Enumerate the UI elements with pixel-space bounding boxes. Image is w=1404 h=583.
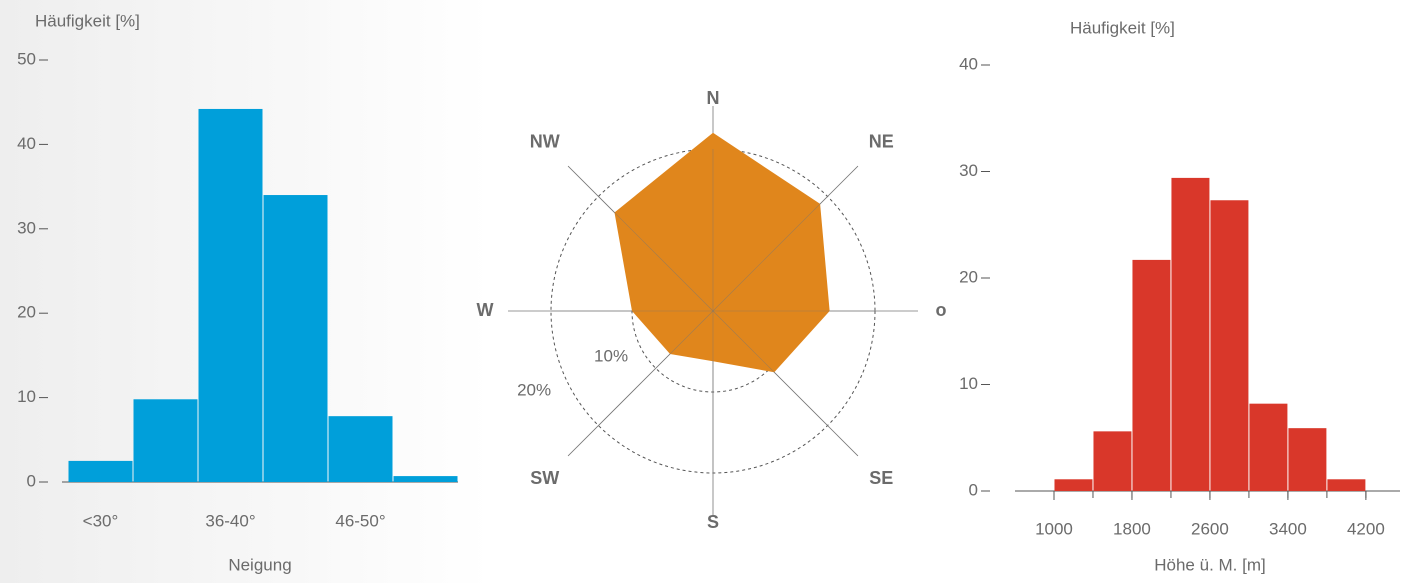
- x-tick-label: 1000: [1035, 519, 1073, 538]
- direction-label: SE: [869, 468, 893, 488]
- y-tick-label: 0: [27, 471, 36, 490]
- bar: [1327, 479, 1366, 491]
- direction-label: NW: [530, 131, 560, 151]
- direction-label: o: [936, 300, 947, 320]
- y-tick-label: 0: [969, 480, 978, 499]
- spoke-overlay: [712, 310, 828, 426]
- bar: [1093, 431, 1132, 491]
- bar: [133, 399, 198, 482]
- bar: [1132, 259, 1171, 491]
- direction-label: N: [707, 88, 720, 108]
- bar: [1210, 200, 1249, 491]
- x-tick-label: <30°: [83, 511, 119, 530]
- bar: [1288, 428, 1327, 491]
- bar: [68, 460, 133, 482]
- y-tick-label: 20: [17, 303, 36, 322]
- y-tick-label: 10: [17, 387, 36, 406]
- spoke-overlay: [712, 196, 828, 312]
- direction-label: W: [477, 300, 494, 320]
- bar: [1171, 177, 1210, 491]
- y-tick-label: 20: [959, 267, 978, 286]
- y-tick-label: 10: [959, 374, 978, 393]
- x-tick-label: 4200: [1347, 519, 1385, 538]
- y-axis-title: Häufigkeit [%]: [35, 11, 140, 30]
- spoke-overlay: [598, 196, 714, 312]
- x-tick-label: 36-40°: [205, 511, 255, 530]
- bar: [393, 476, 458, 482]
- y-tick-label: 40: [17, 134, 36, 153]
- x-tick-label: 2600: [1191, 519, 1229, 538]
- bar: [263, 195, 328, 483]
- bar: [198, 108, 263, 483]
- direction-label: NE: [869, 131, 894, 151]
- direction-label: SW: [530, 468, 559, 488]
- direction-label: S: [707, 512, 719, 532]
- y-tick-label: 30: [959, 161, 978, 180]
- y-axis-title: Häufigkeit [%]: [1070, 18, 1175, 37]
- bar: [328, 416, 393, 482]
- spoke-overlay: [598, 310, 714, 426]
- bar: [1249, 403, 1288, 491]
- x-tick-label: 1800: [1113, 519, 1151, 538]
- y-tick-label: 30: [17, 218, 36, 237]
- x-axis-title: Neigung: [228, 555, 291, 574]
- radar-area: [614, 132, 830, 373]
- y-tick-label: 50: [17, 49, 36, 68]
- bar: [1054, 479, 1093, 491]
- ring-label: 20%: [517, 381, 551, 400]
- x-tick-label: 3400: [1269, 519, 1307, 538]
- x-tick-label: 46-50°: [335, 511, 385, 530]
- y-tick-label: 40: [959, 54, 978, 73]
- ring-label: 10%: [594, 347, 628, 366]
- x-axis-title: Höhe ü. M. [m]: [1154, 555, 1265, 574]
